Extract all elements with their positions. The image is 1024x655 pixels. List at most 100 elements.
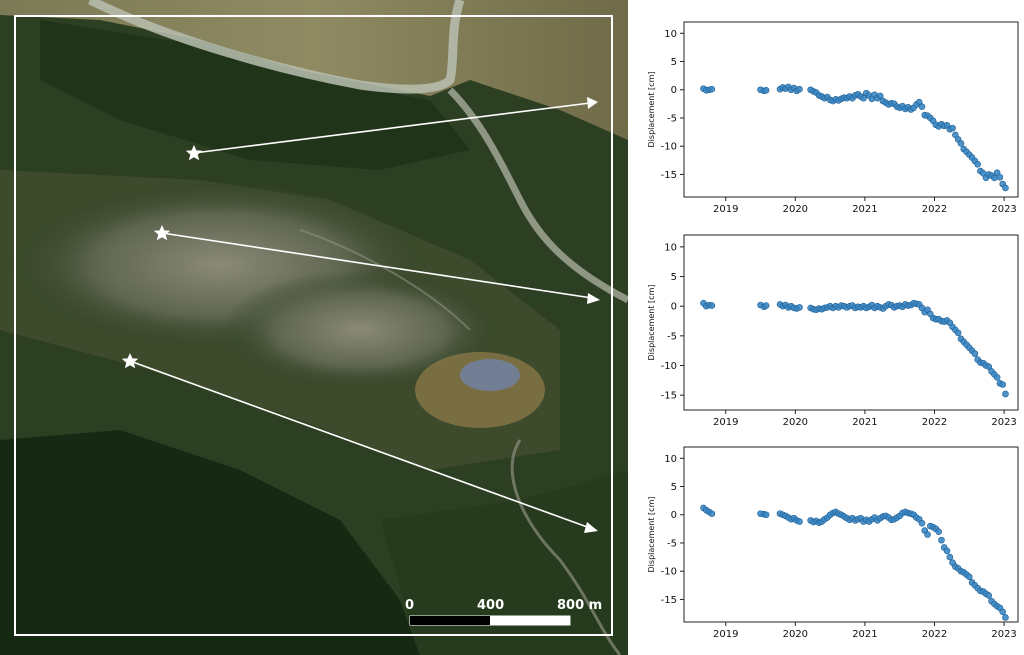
x-tick-label: 2022 — [922, 204, 947, 215]
x-tick-label: 2019 — [713, 629, 738, 640]
aerial-map: 0 400 800 m — [0, 0, 628, 655]
y-tick-label: -10 — [661, 567, 677, 578]
star-marker-3 — [121, 353, 139, 369]
plot-area — [683, 234, 1019, 411]
y-tick-label: 0 — [671, 302, 677, 313]
displacement-chart-2: 10 5 0 -5 -10 -15 2019 2020 2021 2022 2023 Displace… — [647, 234, 1019, 428]
scale-label-800: 800 m — [557, 598, 603, 613]
arrowhead-2 — [587, 293, 600, 304]
data-point — [708, 302, 716, 309]
y-tick-label: 10 — [664, 454, 677, 465]
x-tick-label: 2023 — [991, 417, 1016, 428]
data-point — [996, 173, 1004, 181]
y-tick-label: -5 — [667, 538, 677, 549]
data-point — [796, 304, 803, 311]
data-point — [954, 329, 962, 337]
x-tick-label: 2019 — [713, 417, 738, 428]
data-point — [965, 573, 973, 581]
plot-area — [683, 21, 1019, 198]
data-point — [1002, 390, 1009, 398]
star-marker-1 — [185, 145, 203, 161]
scale-bar-black-segment — [410, 616, 490, 625]
study-area-frame — [14, 15, 613, 636]
data-point — [946, 553, 954, 561]
y-tick-label: 5 — [671, 482, 677, 493]
scale-label-400: 400 — [477, 598, 505, 613]
y-tick-label: -15 — [661, 391, 677, 402]
arrow-point-1 — [193, 102, 591, 154]
data-point — [796, 85, 803, 93]
y-tick-label: -5 — [667, 113, 677, 124]
data-point — [993, 374, 1001, 381]
x-tick-label: 2021 — [852, 629, 877, 640]
x-tick-label: 2022 — [922, 417, 947, 428]
y-tick-label: 5 — [671, 272, 677, 283]
x-tick-label: 2021 — [852, 204, 877, 215]
displacement-chart-3: 10 5 0 -5 -10 -15 2019 2020 2021 2022 2023 Displace… — [647, 446, 1019, 640]
town-area-east — [220, 270, 500, 390]
road — [510, 439, 622, 655]
data-point — [924, 531, 931, 538]
aerial-map-image — [0, 0, 628, 655]
data-point — [860, 94, 867, 102]
y-axis-label: Displacement [cm] — [647, 497, 656, 573]
arrowhead-1 — [587, 97, 598, 109]
data-point — [876, 92, 884, 100]
star-marker-2 — [153, 225, 171, 241]
data-point — [949, 124, 956, 132]
data-point — [935, 528, 942, 535]
y-axis-label: Displacement [cm] — [647, 285, 656, 361]
data-point — [971, 350, 979, 357]
data-point — [1002, 614, 1009, 621]
data-point — [957, 140, 965, 147]
y-tick-label: -5 — [667, 331, 677, 342]
y-tick-label: 5 — [671, 57, 677, 68]
data-point — [999, 608, 1006, 616]
arrows — [129, 97, 600, 533]
upper-slopes — [0, 0, 628, 140]
river-east — [447, 87, 628, 304]
lower-forest — [0, 430, 420, 655]
y-tick-label: -10 — [661, 361, 677, 372]
data-point — [985, 592, 993, 599]
arrowhead-3 — [584, 522, 598, 533]
data-point — [708, 85, 716, 93]
y-tick-label: -15 — [661, 170, 677, 181]
data-point — [762, 511, 770, 519]
road-town — [299, 229, 471, 331]
y-tick-label: 10 — [664, 242, 677, 253]
y-tick-label: -15 — [661, 595, 677, 606]
y-tick-label: 0 — [671, 510, 677, 521]
data-point — [999, 381, 1006, 388]
data-point — [762, 302, 770, 309]
lower-east-slopes — [380, 470, 628, 655]
data-point — [938, 536, 945, 544]
data-point — [918, 103, 926, 110]
data-point — [918, 519, 926, 527]
y-axis-label: Displacement [cm] — [647, 72, 656, 148]
y-tick-label: 0 — [671, 85, 677, 96]
displacement-chart-1: 10 5 0 -5 -10 -15 2019 2020 2021 2022 2023 Displace… — [647, 21, 1019, 215]
x-tick-label: 2020 — [783, 629, 808, 640]
x-tick-label: 2020 — [783, 204, 808, 215]
data-point — [762, 87, 770, 94]
y-tick-label: 10 — [664, 29, 677, 40]
x-tick-label: 2019 — [713, 204, 738, 215]
arrow-point-3 — [129, 360, 591, 529]
y-tick-label: -10 — [661, 142, 677, 153]
x-tick-label: 2022 — [922, 629, 947, 640]
data-point — [974, 160, 981, 168]
arrow-point-2 — [161, 232, 593, 299]
data-point — [708, 510, 716, 517]
x-tick-label: 2020 — [783, 417, 808, 428]
x-tick-label: 2023 — [991, 204, 1016, 215]
x-tick-label: 2023 — [991, 629, 1016, 640]
x-tick-label: 2021 — [852, 417, 877, 428]
data-point — [796, 518, 803, 525]
data-point — [1002, 184, 1009, 192]
river-upper — [87, 0, 465, 94]
data-point — [943, 547, 951, 555]
plot-area — [683, 446, 1019, 623]
scale-label-0: 0 — [405, 598, 415, 613]
blue-roofs — [460, 359, 520, 391]
